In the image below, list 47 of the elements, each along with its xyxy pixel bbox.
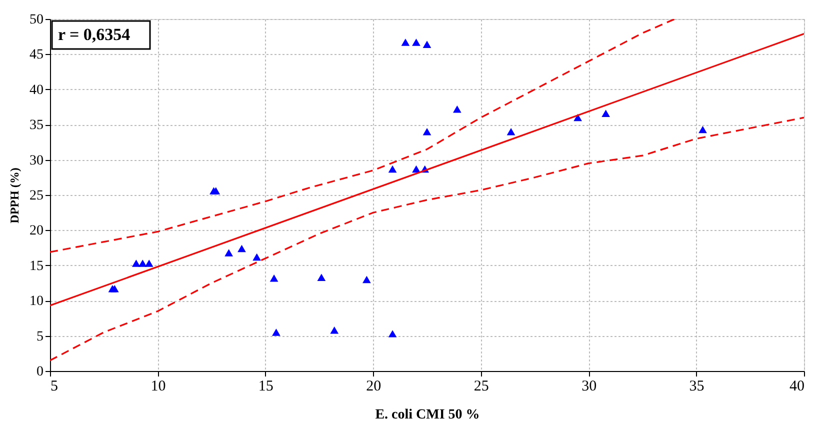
- point: [238, 244, 246, 252]
- point: [506, 128, 516, 136]
- y-tick-label: 10: [30, 294, 44, 310]
- point: [132, 260, 140, 267]
- point: [144, 260, 154, 267]
- point: [252, 253, 261, 261]
- x-tick-label: 40: [790, 378, 804, 394]
- point: [422, 128, 432, 136]
- point: [602, 110, 610, 117]
- point: [388, 165, 397, 173]
- point: [272, 328, 280, 336]
- point: [698, 126, 707, 134]
- y-tick-label: 5: [36, 329, 44, 344]
- point: [212, 187, 220, 194]
- x-tick-label: 10: [150, 378, 166, 394]
- point: [330, 326, 339, 334]
- point: [452, 105, 462, 113]
- point: [388, 330, 397, 338]
- x-tick-label: 15: [258, 378, 274, 394]
- point: [401, 38, 410, 46]
- y-tick-label: 15: [30, 258, 44, 274]
- x-tick-label: 35: [689, 378, 704, 394]
- y-tick-label: 25: [30, 188, 44, 204]
- point: [412, 38, 420, 46]
- y-tick-label: 0: [36, 364, 44, 380]
- y-tick-label: 35: [30, 118, 44, 134]
- y-axis-title: DPPH (%): [8, 168, 22, 224]
- annotation: r = 0,6354: [58, 25, 131, 44]
- point: [138, 260, 147, 267]
- y-tick-label: 30: [30, 153, 44, 168]
- line-series: [50, 19, 676, 253]
- x-tick-label: 5: [50, 378, 58, 394]
- point: [412, 165, 420, 173]
- x-axis-title: E. coli CMI 50 %: [375, 408, 480, 422]
- x-tick-label: 25: [474, 378, 489, 394]
- line-series: [50, 116, 804, 362]
- point: [422, 40, 432, 48]
- y-tick-label: 40: [30, 82, 44, 98]
- point: [362, 276, 371, 284]
- point: [224, 249, 233, 256]
- x-tick-label: 20: [366, 378, 382, 394]
- point: [270, 274, 278, 282]
- y-tick-label: 20: [30, 224, 44, 239]
- y-tick-label: 50: [30, 12, 44, 28]
- x-tick-label: 30: [582, 378, 597, 394]
- point: [317, 274, 326, 281]
- y-tick-label: 45: [30, 48, 44, 63]
